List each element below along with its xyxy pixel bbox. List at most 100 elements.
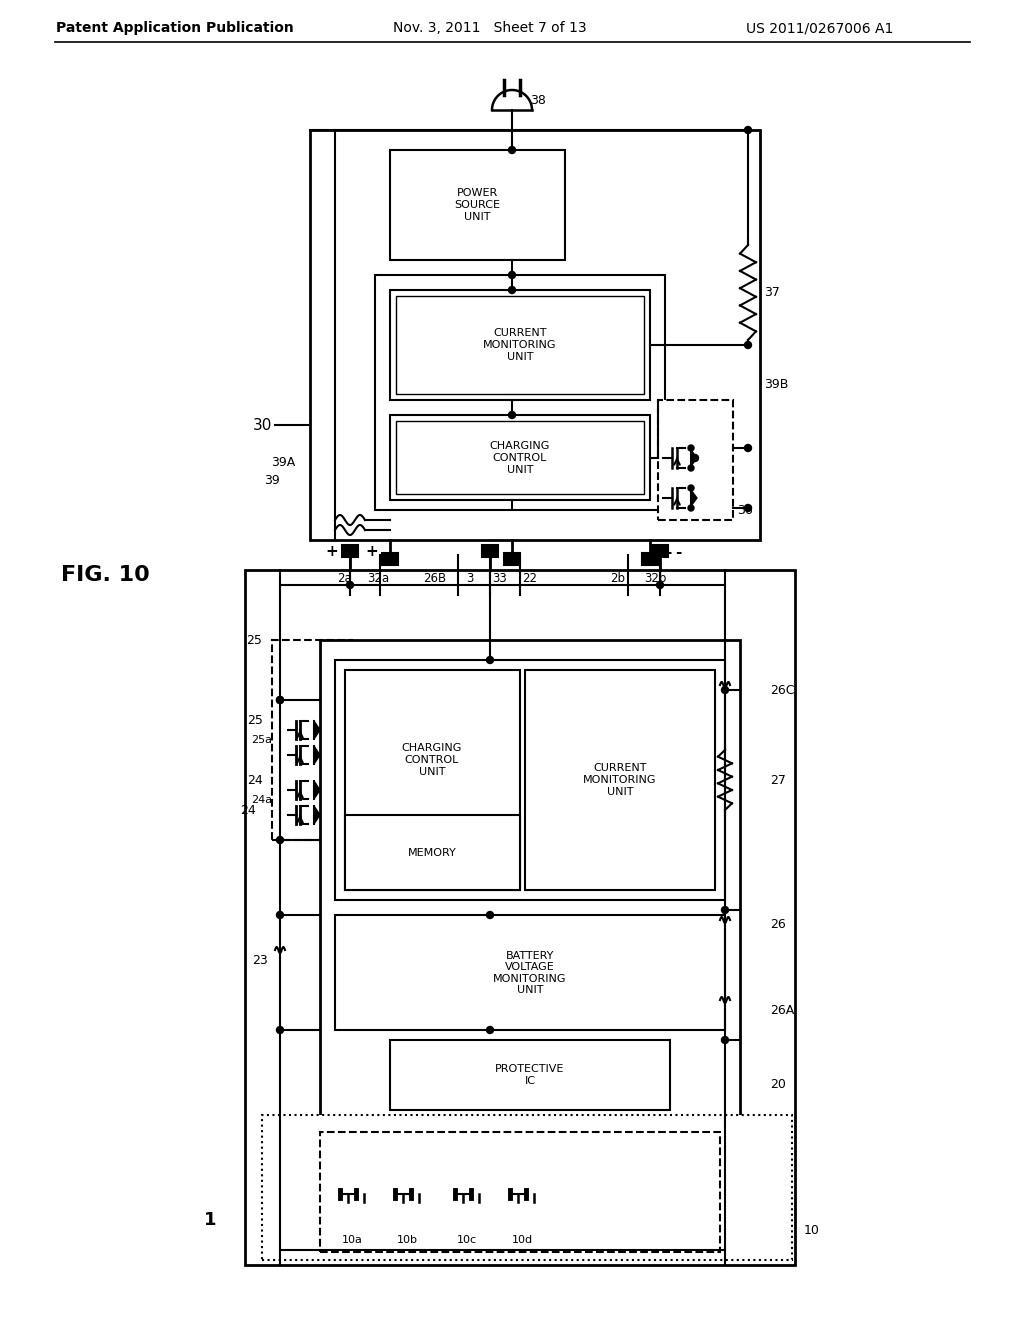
Circle shape <box>744 504 752 511</box>
Text: 39A: 39A <box>270 455 295 469</box>
Bar <box>504 553 520 565</box>
Circle shape <box>346 582 353 589</box>
Circle shape <box>486 1027 494 1034</box>
Circle shape <box>276 697 284 704</box>
Text: +: + <box>366 544 379 560</box>
Circle shape <box>276 837 284 843</box>
Text: 26: 26 <box>770 919 785 932</box>
Circle shape <box>688 484 694 491</box>
Text: 37: 37 <box>764 286 780 300</box>
Text: 10c: 10c <box>457 1236 477 1245</box>
Bar <box>525 671 715 890</box>
Text: CHARGING
CONTROL
UNIT: CHARGING CONTROL UNIT <box>401 743 462 776</box>
Bar <box>335 915 725 1030</box>
Text: 10: 10 <box>804 1224 820 1237</box>
Text: MEMORY: MEMORY <box>408 847 457 858</box>
Text: 26B: 26B <box>424 572 446 585</box>
Circle shape <box>688 465 694 471</box>
Text: US 2011/0267006 A1: US 2011/0267006 A1 <box>746 21 894 36</box>
Text: 33: 33 <box>493 572 507 585</box>
Text: CURRENT
MONITORING
UNIT: CURRENT MONITORING UNIT <box>483 329 557 362</box>
Circle shape <box>691 454 698 462</box>
Text: 30: 30 <box>253 417 272 433</box>
Bar <box>262 1115 792 1261</box>
Circle shape <box>722 686 728 693</box>
Text: FIG. 10: FIG. 10 <box>60 565 150 585</box>
Bar <box>390 150 565 260</box>
Bar <box>382 553 398 565</box>
Bar <box>345 671 520 890</box>
Text: 23: 23 <box>252 953 268 966</box>
Text: 1: 1 <box>204 1210 216 1229</box>
Text: Patent Application Publication: Patent Application Publication <box>56 21 294 36</box>
Bar <box>396 421 644 494</box>
Bar <box>342 545 358 557</box>
Text: CURRENT
MONITORING
UNIT: CURRENT MONITORING UNIT <box>584 763 656 796</box>
Circle shape <box>509 412 515 418</box>
Bar <box>335 660 725 900</box>
Circle shape <box>509 286 515 293</box>
Bar <box>642 553 658 565</box>
Text: 32b: 32b <box>644 572 667 585</box>
Bar <box>319 1133 720 1251</box>
Circle shape <box>688 445 694 451</box>
Polygon shape <box>314 781 319 799</box>
Bar <box>310 129 760 540</box>
Circle shape <box>688 506 694 511</box>
Circle shape <box>722 1036 728 1044</box>
Bar <box>390 290 650 400</box>
Text: 27: 27 <box>770 774 785 787</box>
Circle shape <box>276 912 284 919</box>
Text: 2b: 2b <box>610 572 626 585</box>
Bar <box>652 545 668 557</box>
Bar <box>390 414 650 500</box>
Text: T: T <box>489 545 499 558</box>
Text: 25: 25 <box>247 714 263 726</box>
Text: 20: 20 <box>770 1078 785 1092</box>
Text: 25a: 25a <box>252 735 272 744</box>
Text: POWER
SOURCE
UNIT: POWER SOURCE UNIT <box>454 189 500 222</box>
Text: 39: 39 <box>264 474 280 487</box>
Circle shape <box>276 1027 284 1034</box>
Polygon shape <box>314 721 319 739</box>
Circle shape <box>744 127 752 133</box>
Text: 10d: 10d <box>511 1236 532 1245</box>
Bar <box>390 1040 670 1110</box>
Text: 24: 24 <box>240 804 256 817</box>
Circle shape <box>744 342 752 348</box>
Bar <box>658 400 733 520</box>
Text: 32a: 32a <box>367 572 389 585</box>
Text: 10b: 10b <box>396 1236 418 1245</box>
Text: 2a: 2a <box>338 572 352 585</box>
Bar <box>319 640 740 1119</box>
Polygon shape <box>691 490 697 506</box>
Bar <box>375 275 665 510</box>
Bar <box>345 814 520 890</box>
Text: T: T <box>485 545 495 558</box>
Text: PROTECTIVE
IC: PROTECTIVE IC <box>496 1064 564 1086</box>
Text: CHARGING
CONTROL
UNIT: CHARGING CONTROL UNIT <box>489 441 550 475</box>
Polygon shape <box>314 746 319 764</box>
Text: 22: 22 <box>522 572 538 585</box>
Circle shape <box>276 697 284 704</box>
Circle shape <box>656 582 664 589</box>
Bar <box>245 570 795 1265</box>
Text: 36: 36 <box>737 503 753 516</box>
Circle shape <box>509 147 515 153</box>
Text: 26A: 26A <box>770 1003 795 1016</box>
Text: 10a: 10a <box>342 1236 362 1245</box>
Circle shape <box>486 912 494 919</box>
Text: +: + <box>326 544 338 560</box>
Text: 25: 25 <box>246 634 262 647</box>
Bar <box>482 545 498 557</box>
Polygon shape <box>314 807 319 824</box>
Circle shape <box>509 272 515 279</box>
Text: Nov. 3, 2011   Sheet 7 of 13: Nov. 3, 2011 Sheet 7 of 13 <box>393 21 587 36</box>
Text: BATTERY
VOLTAGE
MONITORING
UNIT: BATTERY VOLTAGE MONITORING UNIT <box>494 950 566 995</box>
Text: 24: 24 <box>247 774 263 787</box>
Bar <box>272 640 352 840</box>
Circle shape <box>486 656 494 664</box>
Text: 26C: 26C <box>770 684 795 697</box>
Circle shape <box>744 445 752 451</box>
Bar <box>396 296 644 393</box>
